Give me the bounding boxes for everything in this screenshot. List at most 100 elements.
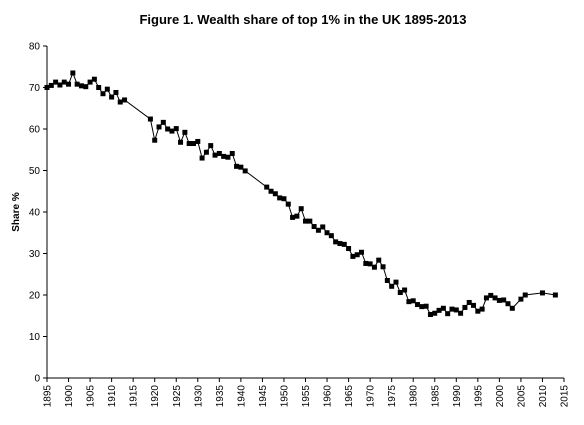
data-point-marker [199, 155, 205, 161]
y-axis-ticks: 0 10 20 30 40 50 60 70 80 [29, 42, 47, 385]
data-point-marker [311, 224, 317, 230]
data-point-marker [462, 304, 468, 310]
data-point-marker [453, 307, 459, 313]
data-point-marker [303, 218, 308, 224]
data-point-marker [78, 83, 84, 89]
data-point-marker [436, 307, 442, 313]
data-point-marker [281, 196, 287, 202]
data-point-marker [328, 233, 334, 239]
data-point-marker [225, 154, 231, 160]
data-point-marker [505, 301, 511, 307]
x-tick-label: 1940 [236, 385, 247, 408]
x-tick-label: 1955 [301, 385, 312, 408]
data-point-marker [66, 81, 72, 87]
data-point-marker [74, 81, 80, 87]
data-point-marker [173, 126, 179, 132]
x-tick-label: 2000 [495, 385, 506, 408]
chart-title: Figure 1. Wealth share of top 1% in the … [139, 12, 466, 27]
y-tick-label: 50 [29, 166, 41, 177]
x-tick-label: 1995 [473, 385, 484, 408]
data-point-marker [294, 213, 300, 219]
x-tick-label: 2005 [516, 385, 527, 408]
y-tick-label: 30 [29, 249, 41, 260]
x-tick-label: 1895 [43, 385, 54, 408]
data-point-marker [509, 305, 515, 311]
data-point-marker [363, 260, 369, 266]
data-point-marker [333, 239, 339, 245]
x-tick-label: 1900 [64, 385, 75, 408]
x-tick-label: 1980 [409, 385, 420, 408]
data-point-marker [354, 252, 360, 258]
x-tick-label: 1910 [107, 385, 118, 408]
data-point-marker [109, 94, 115, 100]
x-tick-label: 1945 [258, 385, 269, 408]
data-point-marker [367, 261, 373, 267]
data-point-marker [216, 150, 222, 156]
x-tick-label: 1905 [86, 385, 97, 408]
data-point-marker [483, 295, 489, 301]
data-point-marker [53, 79, 59, 85]
data-point-marker [48, 82, 54, 88]
data-point-marker [427, 312, 433, 318]
data-point-marker [70, 70, 76, 76]
data-point-marker [397, 290, 403, 296]
data-point-marker [496, 297, 502, 303]
data-point-marker [423, 303, 429, 309]
data-point-marker [488, 292, 494, 298]
data-point-marker [522, 292, 528, 298]
x-tick-label: 1925 [172, 385, 183, 408]
x-tick-label: 1930 [193, 385, 204, 408]
data-point-marker [91, 76, 97, 82]
data-point-marker [61, 79, 67, 85]
data-point-marker [432, 310, 438, 316]
data-point-marker [320, 224, 326, 230]
data-point-marker [212, 152, 218, 158]
axes [46, 46, 564, 379]
data-point-marker [384, 277, 390, 283]
data-point-marker [449, 306, 455, 312]
y-tick-label: 70 [29, 83, 41, 94]
data-point-marker [475, 308, 481, 314]
data-point-marker [341, 241, 347, 247]
y-axis-label: Share % [11, 192, 22, 232]
data-point-marker [466, 299, 472, 305]
x-tick-label: 1975 [387, 385, 398, 408]
y-tick-label: 60 [29, 125, 41, 136]
x-tick-label: 1960 [323, 385, 334, 408]
data-point-marker [277, 195, 283, 201]
data-point-marker [419, 304, 425, 310]
data-point-marker [290, 214, 296, 220]
data-point-marker [147, 116, 153, 122]
data-point-marker [96, 85, 102, 90]
data-point-marker [376, 257, 382, 263]
data-point-marker [268, 188, 274, 194]
data-point-marker [479, 306, 485, 312]
data-point-marker [393, 279, 399, 285]
data-point-marker [83, 84, 89, 90]
data-point-marker [539, 290, 545, 296]
data-point-marker [380, 264, 386, 270]
y-tick-label: 10 [29, 332, 41, 343]
data-point-marker [410, 298, 416, 304]
data-point-marker [100, 91, 106, 97]
data-point-marker [186, 141, 192, 147]
data-point-marker [234, 163, 240, 169]
data-point-marker [238, 164, 244, 170]
series-line [46, 71, 556, 316]
data-point-marker [371, 264, 377, 270]
data-point-marker [165, 126, 171, 132]
x-tick-label: 1970 [366, 385, 377, 408]
data-point-marker [264, 184, 270, 190]
data-point-marker [104, 86, 110, 92]
data-point-marker [389, 283, 395, 289]
x-tick-label: 2015 [560, 385, 571, 408]
data-point-marker [440, 305, 446, 311]
data-point-marker [160, 119, 166, 125]
data-point-marker [501, 297, 507, 303]
data-point-marker [242, 168, 248, 174]
data-point-marker [346, 246, 352, 252]
data-point-marker [492, 295, 498, 301]
data-point-marker [229, 150, 235, 156]
